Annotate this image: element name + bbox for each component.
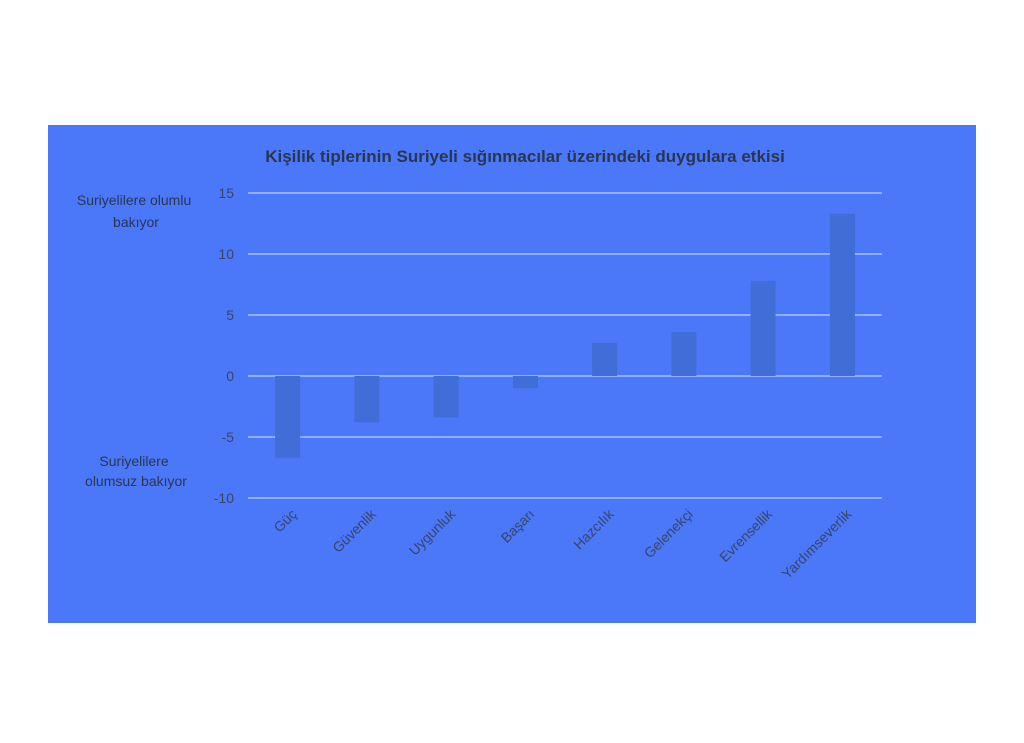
- chart-title: Kişilik tiplerinin Suriyeli sığınmacılar…: [265, 147, 785, 166]
- y-tick-label: -5: [222, 429, 235, 445]
- bar: [433, 376, 459, 418]
- bars: [275, 213, 855, 458]
- negative-annotation-line-1: Suriyelilere: [99, 453, 168, 469]
- bar: [750, 280, 776, 376]
- bar: [275, 376, 301, 458]
- bar: [354, 376, 380, 423]
- bar: [671, 332, 697, 376]
- negative-annotation: Suriyelilere olumsuz bakıyor: [85, 453, 187, 489]
- gridlines: [248, 192, 882, 499]
- negative-annotation-line-2: olumsuz bakıyor: [85, 473, 187, 489]
- y-tick-label: 5: [226, 307, 234, 323]
- bar: [829, 213, 855, 376]
- bar: [512, 376, 538, 389]
- y-tick-label: 15: [218, 185, 234, 201]
- y-axis-ticks: -10 -5 0 5 10 15: [214, 185, 234, 506]
- chart-background: [48, 125, 976, 623]
- bar: [592, 343, 618, 376]
- positive-annotation-line-1: Suriyelilere olumlu: [77, 192, 191, 208]
- bar-chart: Kişilik tiplerinin Suriyeli sığınmacılar…: [48, 125, 976, 623]
- chart-panel: Kişilik tiplerinin Suriyeli sığınmacılar…: [48, 125, 976, 623]
- y-tick-label: -10: [214, 490, 234, 506]
- positive-annotation: Suriyelilere olumlu bakıyor: [77, 192, 195, 230]
- y-tick-label: 10: [218, 246, 234, 262]
- y-tick-label: 0: [226, 368, 234, 384]
- positive-annotation-line-2: bakıyor: [113, 214, 159, 230]
